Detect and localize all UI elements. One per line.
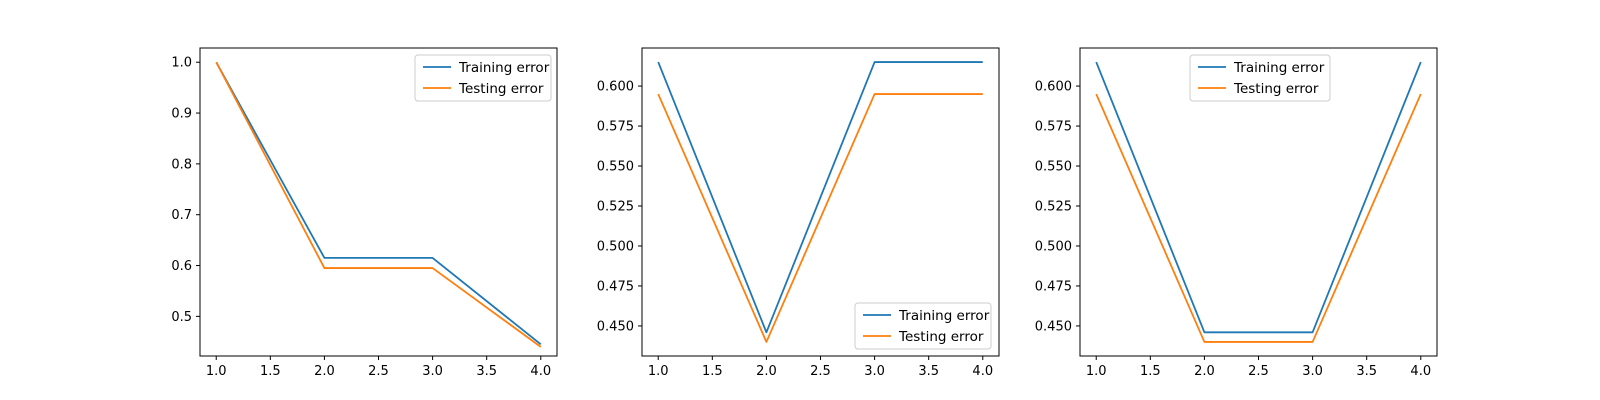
x-tick-label: 3.5 — [476, 364, 497, 379]
x-tick-label: 2.5 — [1248, 364, 1269, 379]
series-line-testing-error — [215, 61, 542, 348]
y-tick-label: 0.600 — [597, 80, 634, 95]
x-tick-label: 4.0 — [530, 364, 551, 379]
x-tick-label: 3.0 — [422, 364, 443, 379]
y-tick-label: 0.550 — [597, 160, 634, 175]
y-tick-label: 0.450 — [1035, 319, 1072, 334]
legend-label: Testing error — [898, 329, 984, 345]
y-tick-label: 0.9 — [171, 107, 192, 122]
chart-3: 1.0 1.5 2.0 2.5 3.0 3.5 4.0 0.450 0.475 0.500 0.52… — [1035, 47, 1438, 379]
y-tick-label: 0.450 — [597, 319, 634, 334]
legend-label: Training error — [898, 308, 990, 324]
x-tick-label: 1.0 — [648, 364, 669, 379]
x-tick-label: 1.5 — [260, 364, 281, 379]
series-line-testing-error — [657, 93, 983, 343]
x-tick-label: 1.0 — [206, 364, 227, 379]
chart-1: 1.0 1.5 2.0 2.5 3.0 3.5 4.0 0.5 0.6 0.7 0.8 0.9 1.0 T… — [171, 47, 558, 379]
series-line-training-error — [657, 61, 983, 334]
x-tick-label: 1.5 — [702, 364, 723, 379]
y-tick-label: 1.0 — [171, 56, 192, 71]
x-tick-label: 2.0 — [756, 364, 777, 379]
y-tick-label: 0.6 — [171, 259, 192, 274]
legend-label: Testing error — [458, 81, 544, 97]
x-tick-label: 2.5 — [368, 364, 389, 379]
y-tick-label: 0.550 — [1035, 160, 1072, 175]
x-tick-label: 2.0 — [314, 364, 335, 379]
chart-2: 1.0 1.5 2.0 2.5 3.0 3.5 4.0 0.450 0.475 0.500 0.52… — [597, 47, 1000, 379]
y-tick-label: 0.575 — [1035, 120, 1072, 135]
x-tick-label: 2.0 — [1194, 364, 1215, 379]
x-tick-label: 3.0 — [1302, 364, 1323, 379]
series-line-training-error — [215, 61, 542, 346]
y-tick-label: 0.7 — [171, 208, 192, 223]
y-tick-label: 0.475 — [1035, 279, 1072, 294]
y-tick-label: 0.500 — [1035, 239, 1072, 254]
x-tick-label: 4.0 — [1410, 364, 1431, 379]
y-tick-label: 0.5 — [171, 310, 192, 325]
series-line-training-error — [1095, 61, 1422, 334]
y-tick-label: 0.475 — [597, 279, 634, 294]
y-tick-label: 0.600 — [1035, 80, 1072, 95]
y-tick-label: 0.8 — [171, 157, 192, 172]
legend-label: Training error — [458, 60, 550, 76]
x-tick-label: 1.5 — [1140, 364, 1161, 379]
legend: Training error Testing error — [854, 302, 992, 350]
y-tick-label: 0.575 — [597, 120, 634, 135]
x-tick-label: 3.5 — [918, 364, 939, 379]
x-tick-label: 3.0 — [864, 364, 885, 379]
legend: Training error Testing error — [1189, 54, 1331, 102]
x-tick-label: 4.0 — [972, 364, 993, 379]
legend-label: Testing error — [1233, 81, 1319, 97]
y-tick-label: 0.525 — [1035, 199, 1072, 214]
y-tick-label: 0.525 — [597, 199, 634, 214]
x-tick-label: 1.0 — [1086, 364, 1107, 379]
y-tick-label: 0.500 — [597, 239, 634, 254]
x-tick-label: 3.5 — [1356, 364, 1377, 379]
legend: Training error Testing error — [414, 54, 552, 102]
series-line-testing-error — [1095, 93, 1422, 343]
x-tick-label: 2.5 — [810, 364, 831, 379]
legend-label: Training error — [1233, 60, 1325, 76]
